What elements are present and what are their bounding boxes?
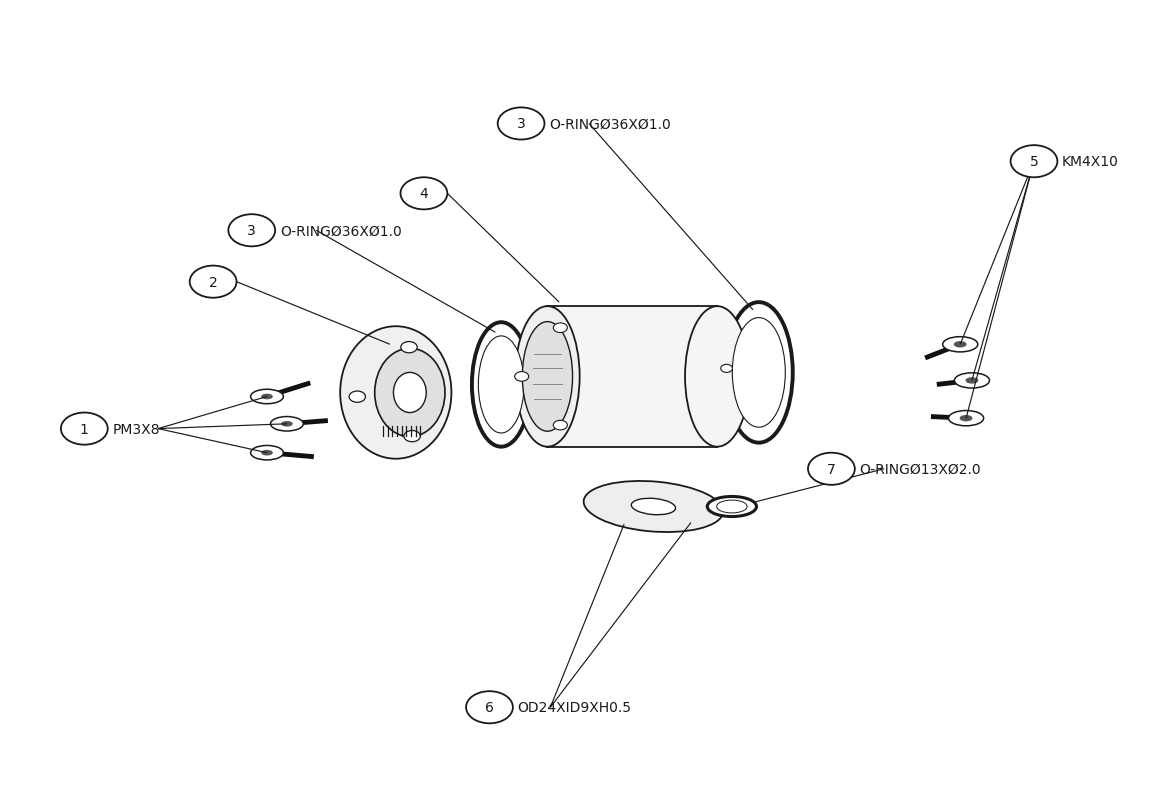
Circle shape [498,108,545,140]
Ellipse shape [375,349,445,437]
Circle shape [720,365,733,373]
Text: 6: 6 [485,700,494,715]
Ellipse shape [707,496,756,517]
Ellipse shape [732,318,786,427]
Bar [547,307,717,448]
Text: PM3X8: PM3X8 [112,422,160,436]
Circle shape [349,391,365,403]
Text: 4: 4 [419,187,429,201]
Ellipse shape [393,373,426,413]
Ellipse shape [725,302,793,443]
Circle shape [554,323,568,333]
Ellipse shape [472,322,530,447]
Ellipse shape [281,422,293,427]
Circle shape [404,431,420,442]
Circle shape [554,421,568,431]
Ellipse shape [631,499,676,515]
Ellipse shape [717,500,747,513]
Ellipse shape [953,342,966,348]
Text: 3: 3 [247,224,256,238]
Text: O-RINGØ36XØ1.0: O-RINGØ36XØ1.0 [280,224,402,238]
Ellipse shape [261,395,273,399]
Ellipse shape [949,411,984,427]
Circle shape [400,178,447,210]
Text: 3: 3 [516,117,526,132]
Text: 2: 2 [208,275,218,290]
Circle shape [1011,146,1057,178]
Ellipse shape [251,446,283,460]
Ellipse shape [943,337,978,353]
Ellipse shape [965,378,979,384]
Text: O-RINGØ36XØ1.0: O-RINGØ36XØ1.0 [549,117,671,132]
Ellipse shape [271,417,303,431]
Text: OD24XID9XH0.5: OD24XID9XH0.5 [518,700,631,715]
Circle shape [466,691,513,723]
Circle shape [808,453,855,485]
Ellipse shape [340,327,452,459]
Ellipse shape [954,374,989,388]
Text: 5: 5 [1029,155,1039,169]
Circle shape [228,215,275,247]
Ellipse shape [478,337,525,433]
Text: O-RINGØ13XØ2.0: O-RINGØ13XØ2.0 [860,462,981,476]
Ellipse shape [515,306,580,447]
Circle shape [190,266,237,298]
Text: 7: 7 [827,462,836,476]
Circle shape [515,372,529,382]
Circle shape [400,342,417,354]
Circle shape [61,413,108,445]
Ellipse shape [522,322,573,431]
Ellipse shape [959,415,972,422]
Ellipse shape [251,390,283,404]
Ellipse shape [261,451,273,456]
Ellipse shape [583,481,724,533]
Text: 1: 1 [80,422,89,436]
Text: KM4X10: KM4X10 [1062,155,1119,169]
Ellipse shape [685,306,749,447]
